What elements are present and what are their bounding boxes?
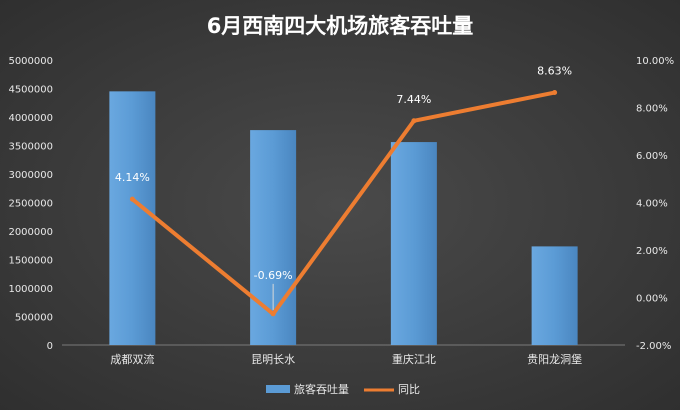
y-right-tick-label: 2.00% <box>636 246 668 257</box>
bar <box>109 91 156 345</box>
bar <box>390 142 437 345</box>
x-tick-label: 成都双流 <box>110 352 154 366</box>
y-left-tick-label: 500000 <box>15 313 53 324</box>
x-tick-label: 贵阳龙洞堡 <box>527 352 582 366</box>
y-right-tick-label: 10.00% <box>636 56 674 67</box>
legend: 旅客吞吐量 同比 <box>266 382 420 396</box>
line-point <box>411 118 417 124</box>
data-labels: 4.14% -0.69% 7.44% 8.63% <box>115 65 572 310</box>
data-label: -0.69% <box>254 269 293 282</box>
y-left-tick-label: 4000000 <box>8 113 53 124</box>
line-point <box>270 311 276 317</box>
x-tick-label: 昆明长水 <box>251 353 295 366</box>
y-left-tick-label: 3000000 <box>8 170 53 181</box>
y-left-tick-label: 0 <box>47 341 53 352</box>
y-right-tick-label: 6.00% <box>636 151 668 162</box>
y-right-tick-label: 4.00% <box>636 199 668 210</box>
y-left-tick-label: 2000000 <box>8 227 53 238</box>
line-path <box>130 90 557 316</box>
y-left-tick-label: 4500000 <box>8 85 53 96</box>
bar-series <box>109 91 578 345</box>
data-label: 4.14% <box>115 171 150 184</box>
y-left-tick-label: 5000000 <box>8 56 53 67</box>
bar <box>531 246 578 345</box>
line-point <box>129 196 135 202</box>
y-left-tick-label: 3500000 <box>8 142 53 153</box>
legend-swatch-bar <box>266 385 290 393</box>
y-left-tick-label: 2500000 <box>8 199 53 210</box>
data-label: 7.44% <box>396 93 431 106</box>
line-series <box>129 90 558 317</box>
y-left-tick-label: 1000000 <box>8 284 53 295</box>
legend-label: 旅客吞吐量 <box>294 382 349 396</box>
x-tick-label: 重庆江北 <box>392 352 436 366</box>
chart-title: 6月西南四大机场旅客吞吐量 <box>207 14 474 38</box>
line-point <box>552 90 558 96</box>
axes: 0 500000 1000000 1500000 2000000 2500000 30000… <box>8 56 674 366</box>
y-right-tick-label: 0.00% <box>636 294 668 305</box>
legend-label: 同比 <box>398 383 420 396</box>
y-right-tick-label: -2.00% <box>636 341 671 352</box>
data-label: 8.63% <box>537 65 572 78</box>
y-left-tick-label: 1500000 <box>8 256 53 267</box>
y-right-tick-label: 8.00% <box>636 104 668 115</box>
